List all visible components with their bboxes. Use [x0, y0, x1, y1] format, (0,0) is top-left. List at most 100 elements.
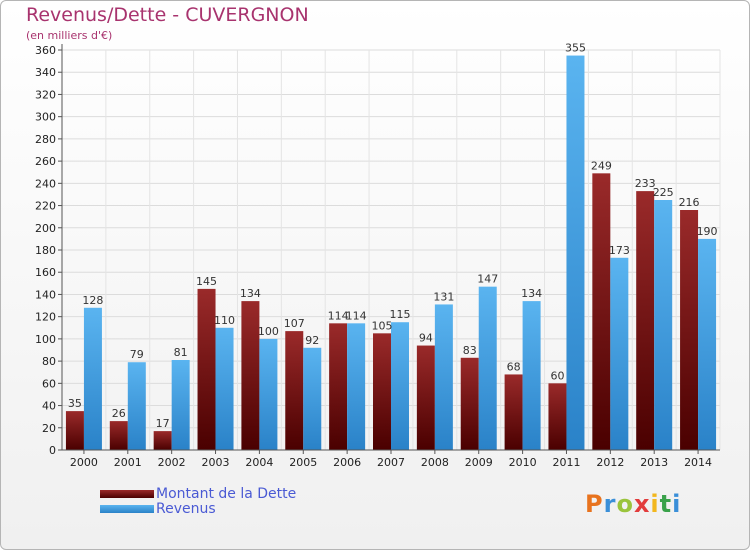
chart-title: Revenus/Dette - CUVERGNON [26, 4, 309, 26]
bar-dette [504, 374, 523, 450]
bar-revenus [654, 200, 673, 450]
y-tick-label: 80 [42, 355, 56, 368]
data-label: 128 [82, 294, 103, 307]
bar-dette [329, 323, 348, 450]
x-tick-label: 2000 [70, 456, 98, 469]
x-tick-label: 2006 [333, 456, 361, 469]
bar-dette [680, 210, 699, 450]
y-tick-label: 0 [49, 444, 56, 457]
bar-revenus [478, 286, 497, 450]
y-tick-label: 300 [35, 111, 56, 124]
data-label: 115 [390, 308, 411, 321]
logo-letter: i [650, 490, 660, 518]
data-labels: 3512826791781145110134100107921141141051… [68, 42, 718, 431]
logo-letter: r [603, 490, 617, 518]
legend-label-dette: Montant de la Dette [156, 486, 297, 502]
x-tick-label: 2002 [158, 456, 186, 469]
x-tick-label: 2007 [377, 456, 405, 469]
data-label: 100 [258, 325, 279, 338]
legend-label-revenus: Revenus [156, 501, 216, 517]
bar-dette [109, 421, 128, 450]
proxiti-logo: Proxiti [585, 490, 681, 518]
logo-letter: o [616, 490, 634, 518]
bar-dette [373, 333, 391, 450]
bar-dette [416, 345, 435, 450]
y-tick-label: 60 [42, 377, 56, 390]
x-tick-label: 2003 [202, 456, 230, 469]
y-tick-label: 340 [35, 66, 56, 79]
bar-dette [197, 288, 216, 450]
bar-revenus [303, 347, 322, 450]
bar-revenus [698, 238, 717, 450]
bar-dette [153, 431, 172, 450]
bar-revenus [522, 301, 541, 450]
legend-swatch-revenus [100, 505, 154, 513]
data-label: 147 [477, 273, 498, 286]
bar-revenus [391, 322, 409, 450]
y-tick-label: 360 [35, 44, 56, 57]
x-tick-label: 2005 [289, 456, 317, 469]
bar-revenus [171, 360, 190, 450]
y-tick-label: 100 [35, 333, 56, 346]
bar-dette [636, 191, 655, 450]
y-tick-label: 160 [35, 266, 56, 279]
data-label: 225 [653, 186, 674, 199]
x-tick-label: 2010 [509, 456, 537, 469]
bar-revenus [347, 323, 366, 450]
data-label: 17 [156, 417, 170, 430]
y-tick-label: 140 [35, 288, 56, 301]
y-tick-label: 40 [42, 400, 56, 413]
logo-letter: t [659, 490, 673, 518]
bar-dette [65, 411, 84, 450]
data-label: 233 [635, 177, 656, 190]
data-label: 114 [328, 309, 349, 322]
bar-revenus [83, 307, 102, 450]
x-tick-label: 2009 [465, 456, 493, 469]
data-label: 134 [240, 287, 261, 300]
y-tick-label: 180 [35, 244, 56, 257]
x-tick-label: 2008 [421, 456, 449, 469]
data-label: 79 [130, 348, 144, 361]
bar-revenus [610, 257, 629, 450]
data-label: 110 [214, 314, 235, 327]
y-tick-label: 240 [35, 177, 56, 190]
data-label: 173 [609, 244, 630, 257]
x-tick-label: 2011 [552, 456, 580, 469]
x-tick-label: 2004 [245, 456, 273, 469]
data-label: 83 [463, 344, 477, 357]
y-tick-label: 200 [35, 222, 56, 235]
y-tick-label: 260 [35, 155, 56, 168]
logo-letter: x [633, 490, 651, 518]
y-tick-label: 280 [35, 133, 56, 146]
bar-revenus [259, 338, 278, 450]
data-label: 134 [521, 287, 542, 300]
legend-swatch-dette [100, 490, 154, 498]
data-label: 114 [346, 309, 367, 322]
data-label: 355 [565, 42, 586, 55]
bar-dette [241, 301, 260, 450]
x-tick-label: 2014 [684, 456, 712, 469]
data-label: 107 [284, 317, 305, 330]
y-tick-label: 220 [35, 200, 56, 213]
bar-revenus [434, 304, 453, 450]
bar-dette [460, 357, 479, 450]
logo-letter: P [585, 490, 604, 518]
chart-subtitle: (en milliers d'€) [26, 29, 113, 42]
data-label: 131 [433, 290, 454, 303]
data-label: 92 [305, 334, 319, 347]
bar-dette [548, 383, 567, 450]
data-label: 94 [419, 332, 433, 345]
axes: 0 20 40 60 80 100 120 140 160 180 200 220 240 260 280 3… [35, 44, 720, 469]
bar-revenus [215, 327, 234, 450]
y-tick-label: 20 [42, 422, 56, 435]
data-label: 81 [174, 346, 188, 359]
bar-dette [285, 331, 304, 450]
data-label: 216 [679, 196, 700, 209]
bar-revenus [127, 362, 146, 450]
x-tick-label: 2012 [596, 456, 624, 469]
x-tick-label: 2013 [640, 456, 668, 469]
y-tick-label: 320 [35, 88, 56, 101]
data-label: 68 [507, 360, 521, 373]
bar-dette [592, 173, 611, 451]
